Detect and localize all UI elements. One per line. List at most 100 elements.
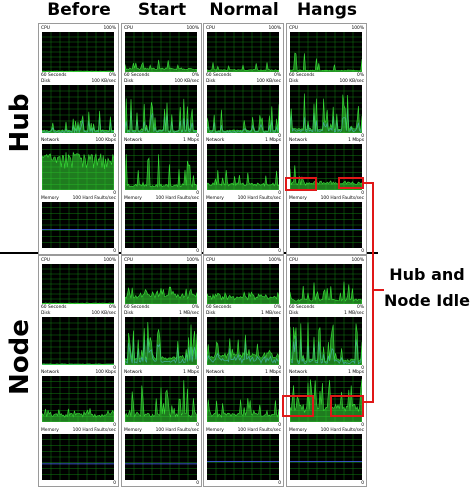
row-label-hub: Hub bbox=[5, 93, 35, 153]
usage-series-area bbox=[207, 104, 279, 133]
cpu-min-label: 0% bbox=[192, 305, 199, 310]
node-hangs-cpu-graph bbox=[290, 264, 362, 304]
time-span-label: 60 Seconds bbox=[206, 305, 232, 310]
time-span-label: 60 Seconds bbox=[289, 73, 315, 78]
cpu-max-label: 100% bbox=[186, 258, 199, 263]
usage-series-area bbox=[290, 281, 362, 304]
time-span-label: 60 Seconds bbox=[206, 73, 232, 78]
node-start-cpu-graph bbox=[125, 264, 197, 304]
usage-series-area bbox=[42, 110, 114, 133]
column-header-before: Before bbox=[47, 0, 111, 20]
network-max-label: 1 Mbps bbox=[265, 370, 281, 375]
hub-before-network-graph bbox=[42, 144, 114, 190]
disk-min-label: 0 bbox=[196, 366, 199, 371]
usage-series-area bbox=[42, 302, 114, 304]
disk-min-label: 0 bbox=[278, 366, 281, 371]
hub-normal-monitor-panel: CPU 100% 60 Seconds 0% Disk 100 KB/sec 0 Networ… bbox=[203, 23, 284, 255]
cpu-min-label: 0% bbox=[357, 73, 364, 78]
network-max-label: 1 Mbps bbox=[348, 370, 364, 375]
node-hangs-network-graph bbox=[290, 376, 362, 422]
network-max-label: 1 Mbps bbox=[265, 138, 281, 143]
usage-series-area bbox=[125, 380, 197, 422]
usage-series-area bbox=[290, 93, 362, 133]
usage-series-area bbox=[125, 286, 197, 304]
usage-series-area bbox=[207, 291, 279, 304]
usage-series-area bbox=[125, 59, 197, 72]
disk-label: Disk bbox=[41, 311, 51, 316]
usage-series-area bbox=[207, 398, 279, 422]
network-min-label: 0 bbox=[113, 423, 116, 428]
usage-series-area bbox=[207, 170, 279, 190]
cpu-min-label: 0% bbox=[357, 305, 364, 310]
disk-min-label: 0 bbox=[361, 366, 364, 371]
memory-max-label: 100 Hard Faults/sec bbox=[320, 428, 364, 433]
column-header-hangs: Hangs bbox=[296, 0, 358, 20]
network-max-label: 100 Kbps bbox=[95, 138, 116, 143]
network-label: Network bbox=[41, 138, 60, 143]
network-min-label: 0 bbox=[361, 423, 364, 428]
usage-series-area bbox=[125, 154, 197, 190]
hub-hangs-memory-graph bbox=[290, 202, 362, 248]
disk-label: Disk bbox=[41, 79, 51, 84]
disk-max-label: 1 MB/sec bbox=[179, 311, 199, 316]
network-label: Network bbox=[124, 138, 143, 143]
network-min-label: 0 bbox=[196, 191, 199, 196]
memory-max-label: 100 Hard Faults/sec bbox=[155, 428, 199, 433]
hub-before-disk-graph bbox=[42, 85, 114, 133]
cpu-label: CPU bbox=[124, 26, 133, 31]
column-header-start: Start bbox=[137, 0, 187, 20]
network-max-label: 1 Mbps bbox=[348, 138, 364, 143]
node-hangs-monitor-panel: CPU 100% 60 Seconds 0% Disk 1 MB/sec 0 Network 1… bbox=[286, 255, 367, 487]
disk-min-label: 0 bbox=[196, 134, 199, 139]
disk-max-label: 100 KB/sec bbox=[91, 79, 116, 84]
cpu-max-label: 100% bbox=[103, 26, 116, 31]
memory-min-label: 0 bbox=[361, 249, 364, 254]
node-start-network-graph bbox=[125, 376, 197, 422]
cpu-min-label: 0% bbox=[274, 305, 281, 310]
hub-normal-memory-graph bbox=[207, 202, 279, 248]
memory-min-label: 0 bbox=[278, 249, 281, 254]
memory-label: Memory bbox=[41, 196, 59, 201]
hub-start-network-graph bbox=[125, 144, 197, 190]
memory-max-label: 100 Hard Faults/sec bbox=[237, 428, 281, 433]
usage-series-area bbox=[42, 151, 114, 190]
time-span-label: 60 Seconds bbox=[41, 73, 67, 78]
annotation-line-2: Node Idle bbox=[384, 291, 470, 310]
network-label: Network bbox=[206, 138, 225, 143]
network-label: Network bbox=[206, 370, 225, 375]
node-normal-memory-graph bbox=[207, 434, 279, 480]
disk-max-label: 100 KB/sec bbox=[174, 79, 199, 84]
disk-label: Disk bbox=[206, 311, 216, 316]
usage-series-area bbox=[42, 363, 114, 365]
network-label: Network bbox=[289, 138, 308, 143]
hub-start-disk-graph bbox=[125, 85, 197, 133]
network-max-label: 100 Kbps bbox=[95, 370, 116, 375]
node-start-monitor-panel: CPU 100% 60 Seconds 0% Disk 1 MB/sec 0 Network 1… bbox=[121, 255, 202, 487]
cpu-max-label: 100% bbox=[186, 26, 199, 31]
hub-before-cpu-graph bbox=[42, 32, 114, 72]
memory-min-label: 0 bbox=[113, 249, 116, 254]
memory-max-label: 100 Hard Faults/sec bbox=[155, 196, 199, 201]
memory-min-label: 0 bbox=[196, 481, 199, 486]
memory-label: Memory bbox=[206, 428, 224, 433]
node-hangs-disk-graph bbox=[290, 317, 362, 365]
network-label: Network bbox=[289, 370, 308, 375]
disk-label: Disk bbox=[289, 311, 299, 316]
cpu-label: CPU bbox=[124, 258, 133, 263]
memory-min-label: 0 bbox=[113, 481, 116, 486]
cpu-label: CPU bbox=[41, 258, 50, 263]
hub-hangs-cpu-graph bbox=[290, 32, 362, 72]
cpu-min-label: 0% bbox=[274, 73, 281, 78]
usage-series-area bbox=[207, 334, 279, 365]
node-start-memory-graph bbox=[125, 434, 197, 480]
cpu-label: CPU bbox=[206, 26, 215, 31]
memory-max-label: 100 Hard Faults/sec bbox=[320, 196, 364, 201]
disk-max-label: 1 MB/sec bbox=[344, 311, 364, 316]
usage-series-area bbox=[42, 70, 114, 72]
node-normal-network-graph bbox=[207, 376, 279, 422]
network-max-label: 1 Mbps bbox=[183, 370, 199, 375]
network-min-label: 0 bbox=[361, 191, 364, 196]
hub-before-memory-graph bbox=[42, 202, 114, 248]
disk-max-label: 100 KB/sec bbox=[339, 79, 364, 84]
hub-before-monitor-panel: CPU 100% 60 Seconds 0% Disk 100 KB/sec 0 Networ… bbox=[38, 23, 119, 255]
